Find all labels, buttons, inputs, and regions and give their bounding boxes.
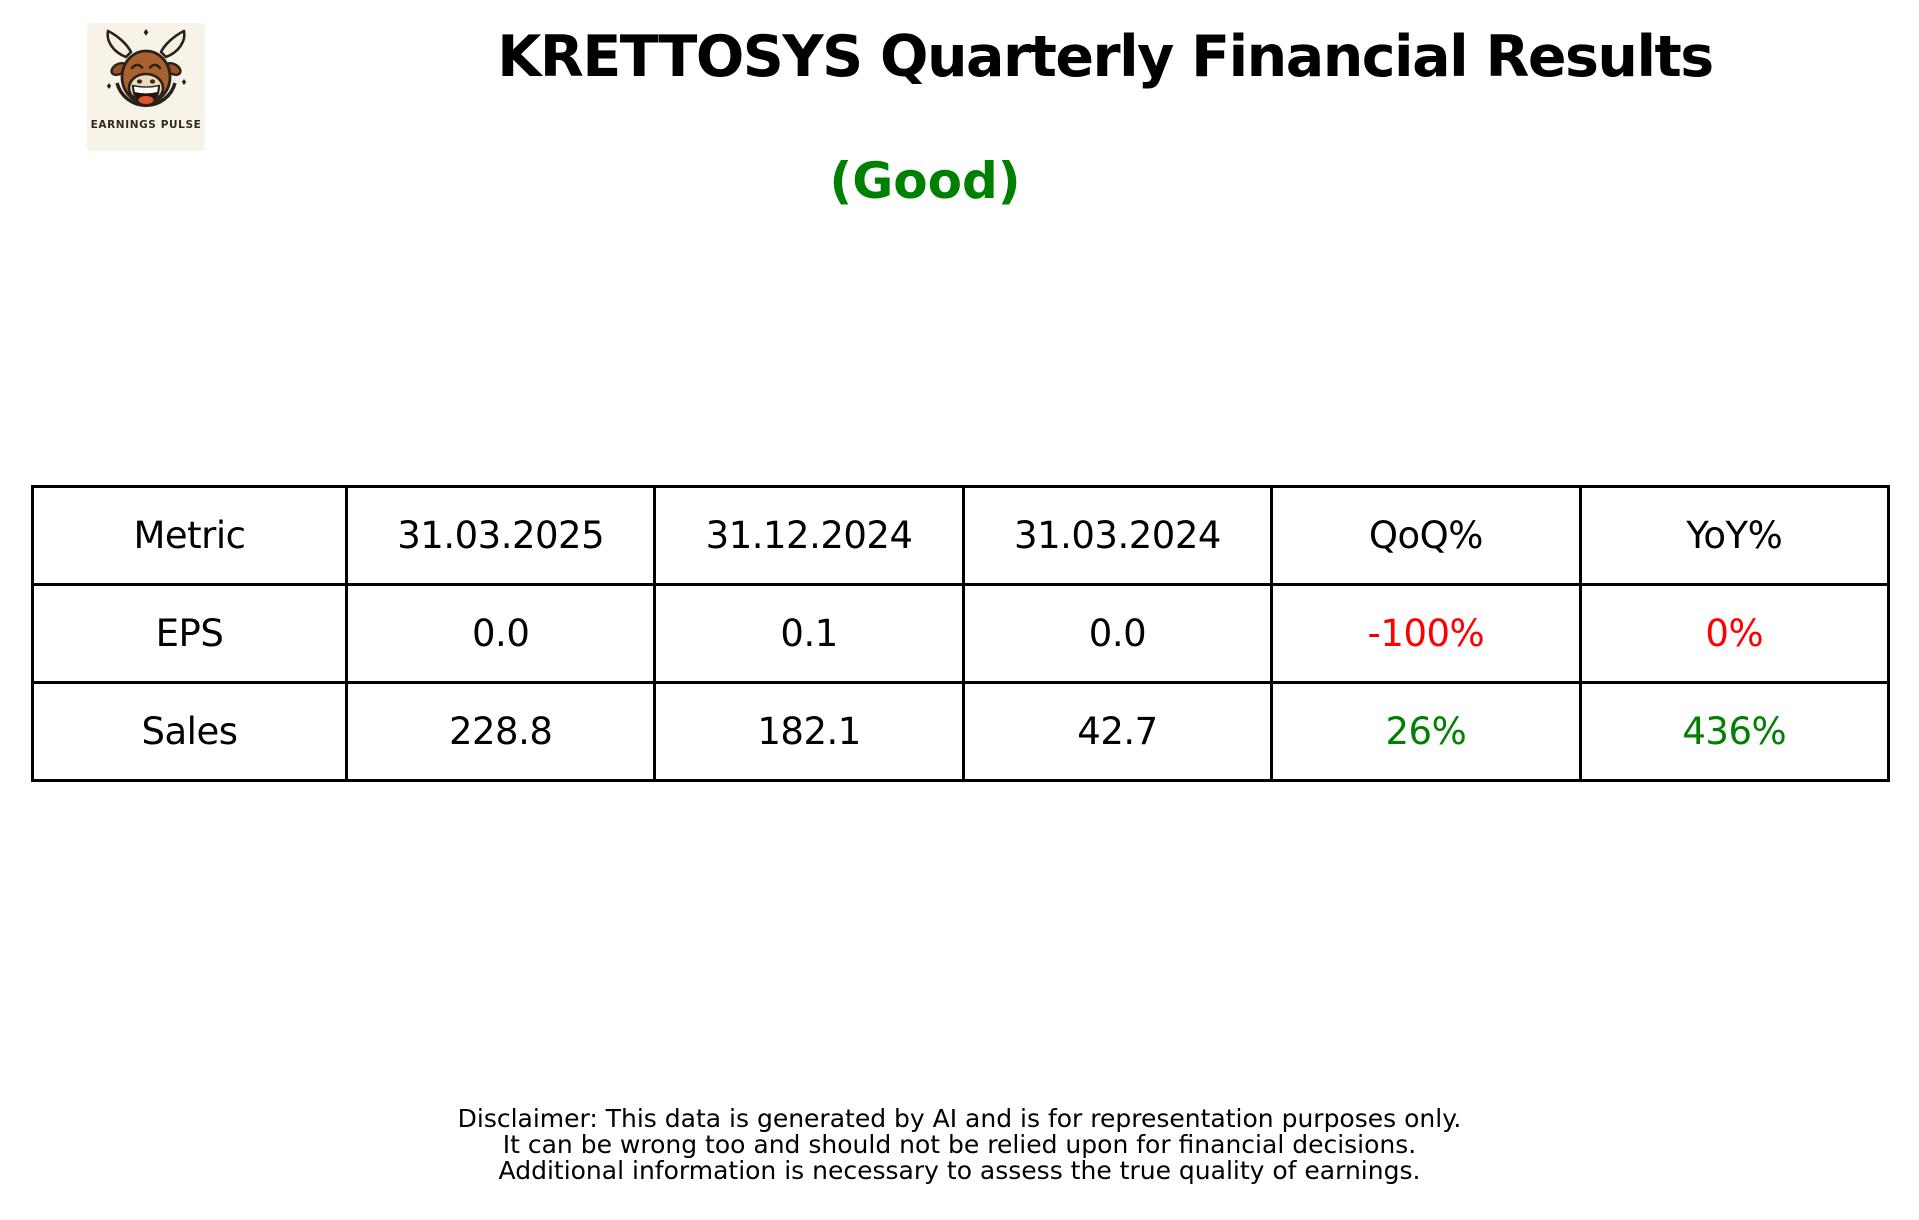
metric-label: Sales [31,681,348,782]
value-cell: 228.8 [344,681,657,782]
col-header-metric: Metric [31,485,348,586]
col-header-q2: 31.12.2024 [653,485,965,586]
value-cell: 0.0 [344,583,657,684]
value-cell: 0.0 [961,583,1274,684]
earnings-pulse-logo: EARNINGS PULSE [87,23,205,151]
results-table: Metric 31.03.2025 31.12.2024 31.03.2024 … [31,485,1891,782]
table-row-eps: EPS 0.0 0.1 0.0 -100% 0% [31,583,1891,684]
qoq-change-cell: -100% [1270,583,1582,684]
col-header-q1: 31.03.2025 [344,485,657,586]
value-cell: 42.7 [961,681,1274,782]
qoq-change-cell: 26% [1270,681,1582,782]
logo-caption: EARNINGS PULSE [90,119,202,131]
table-header-row: Metric 31.03.2025 31.12.2024 31.03.2024 … [31,485,1891,586]
col-header-yoy: YoY% [1578,485,1891,586]
col-header-qoq: QoQ% [1270,485,1582,586]
yoy-change-cell: 0% [1578,583,1891,684]
verdict-label: (Good) [829,152,1021,210]
disclaimer: Disclaimer: This data is generated by AI… [0,1106,1919,1184]
page-title: KRETTOSYS Quarterly Financial Results [497,24,1714,90]
disclaimer-line: It can be wrong too and should not be re… [502,1130,1417,1159]
col-header-q3: 31.03.2024 [961,485,1274,586]
disclaimer-line: Additional information is necessary to a… [498,1156,1421,1185]
bull-laughing-icon [106,29,187,108]
disclaimer-line: Disclaimer: This data is generated by AI… [457,1104,1462,1133]
value-cell: 182.1 [653,681,965,782]
yoy-change-cell: 436% [1578,681,1891,782]
metric-label: EPS [31,583,348,684]
value-cell: 0.1 [653,583,965,684]
table-row-sales: Sales 228.8 182.1 42.7 26% 436% [31,681,1891,782]
